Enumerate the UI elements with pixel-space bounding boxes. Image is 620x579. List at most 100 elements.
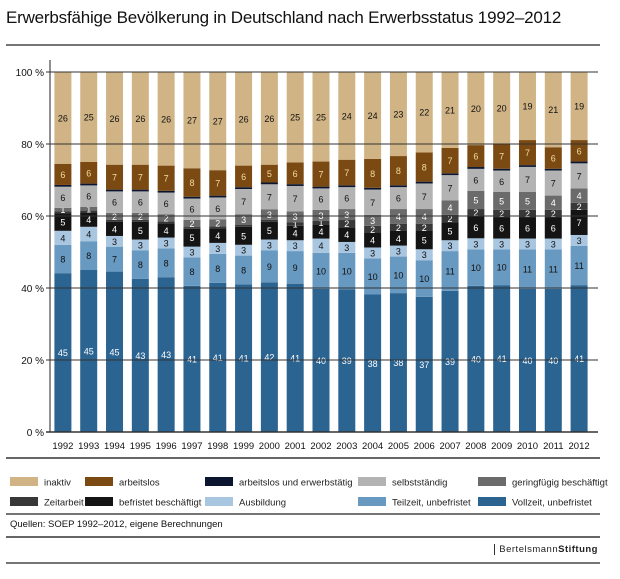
data-label: 8 bbox=[189, 267, 194, 277]
data-label: 8 bbox=[422, 163, 427, 173]
data-label: 8 bbox=[241, 266, 246, 276]
bar-segment bbox=[467, 190, 485, 210]
data-label: 2 bbox=[164, 213, 169, 223]
bar-segment bbox=[106, 72, 124, 165]
bar-segment bbox=[131, 239, 149, 251]
data-label: 6 bbox=[112, 198, 117, 208]
bar-segment bbox=[493, 168, 511, 171]
x-tick-label: 2012 bbox=[569, 441, 590, 452]
data-label: 7 bbox=[112, 255, 117, 265]
legend-swatch bbox=[85, 477, 113, 486]
data-label: 6 bbox=[189, 205, 194, 215]
data-label: 41 bbox=[187, 354, 197, 364]
data-label: 2 bbox=[422, 223, 427, 233]
bar-segment bbox=[157, 248, 175, 278]
bar-segment bbox=[235, 214, 253, 225]
bar-segment bbox=[157, 190, 175, 193]
bar-segment bbox=[131, 250, 149, 279]
bar-segment bbox=[338, 159, 356, 186]
bar-segment bbox=[493, 170, 511, 192]
data-label: 26 bbox=[264, 114, 274, 124]
bar-segment bbox=[183, 196, 201, 199]
bar-segment bbox=[131, 278, 149, 432]
data-label: 3 bbox=[164, 239, 169, 249]
bar-segment bbox=[518, 140, 536, 166]
data-label: 4 bbox=[344, 230, 349, 240]
bar-segment bbox=[209, 219, 227, 227]
data-label: 3 bbox=[267, 210, 272, 220]
data-label: 6 bbox=[86, 168, 91, 178]
data-label: 5 bbox=[267, 226, 272, 236]
bar-segment bbox=[260, 164, 278, 183]
bar-segment bbox=[338, 185, 356, 188]
bar-segment bbox=[544, 72, 562, 148]
x-tick-label: 1997 bbox=[181, 441, 202, 452]
bar-segment bbox=[235, 226, 253, 245]
bar-segment bbox=[54, 213, 72, 231]
data-label: 45 bbox=[58, 348, 68, 358]
data-label: 7 bbox=[241, 197, 246, 207]
data-label: 2 bbox=[112, 212, 117, 222]
data-label: 26 bbox=[135, 114, 145, 124]
brand-part1: Bertelsmann bbox=[499, 544, 559, 555]
bar-segment bbox=[54, 186, 72, 208]
data-label: 7 bbox=[318, 170, 323, 180]
bar-segment bbox=[441, 222, 459, 241]
data-label: 8 bbox=[60, 255, 65, 265]
bar-segment bbox=[157, 237, 175, 249]
data-label: 7 bbox=[525, 175, 530, 185]
bar-segment bbox=[312, 252, 330, 289]
data-label: 27 bbox=[213, 117, 223, 127]
data-label: 1 bbox=[318, 218, 323, 228]
data-label: 3 bbox=[293, 212, 298, 222]
data-label: 1 bbox=[293, 219, 298, 229]
bar-segment bbox=[389, 245, 407, 257]
data-label: 5 bbox=[138, 226, 143, 236]
bar-segment bbox=[209, 195, 227, 198]
bar-segment bbox=[518, 249, 536, 289]
brand-logo: BertelsmannStiftung bbox=[494, 544, 598, 555]
bar-segment bbox=[260, 72, 278, 165]
data-label: 11 bbox=[574, 261, 583, 271]
bar-segment bbox=[441, 251, 459, 291]
legend-swatch bbox=[85, 497, 113, 506]
data-label: 3 bbox=[525, 239, 530, 249]
data-label: 2 bbox=[551, 209, 556, 219]
data-label: 5 bbox=[241, 231, 246, 241]
bar-segment bbox=[260, 182, 278, 185]
source-note: Quellen: SOEP 1992–2012, eigene Berechnu… bbox=[10, 519, 223, 530]
bar-segment bbox=[80, 270, 98, 432]
y-tick-label: 100 % bbox=[16, 68, 44, 79]
bar-segment bbox=[467, 216, 485, 239]
bar-segment bbox=[389, 156, 407, 186]
data-label: 4 bbox=[60, 233, 65, 243]
data-label: 26 bbox=[239, 114, 249, 124]
bar-segment bbox=[183, 246, 201, 258]
data-label: 37 bbox=[419, 360, 429, 370]
bar-segment bbox=[570, 140, 588, 162]
legend-label: geringfügig beschäftigt bbox=[512, 478, 608, 489]
bar-segment bbox=[518, 209, 536, 218]
data-label: 39 bbox=[342, 356, 352, 366]
bar-segment bbox=[544, 195, 562, 210]
data-label: 10 bbox=[342, 267, 352, 277]
data-label: 43 bbox=[135, 351, 145, 361]
data-label: 3 bbox=[499, 239, 504, 249]
legend-label: arbeitslos und erwerbstätig bbox=[239, 478, 353, 489]
data-label: 41 bbox=[239, 354, 249, 364]
bar-segment bbox=[364, 258, 382, 295]
data-label: 7 bbox=[138, 173, 143, 183]
x-tick-label: 2002 bbox=[310, 441, 331, 452]
bar-segment bbox=[106, 235, 124, 247]
data-label: 8 bbox=[189, 178, 194, 188]
bar-segment bbox=[467, 285, 485, 432]
data-label: 5 bbox=[267, 169, 272, 179]
data-label: 2 bbox=[344, 219, 349, 229]
bar-segment bbox=[441, 72, 459, 148]
bar-segment bbox=[286, 185, 304, 212]
bar-segment bbox=[209, 242, 227, 254]
bar-segment bbox=[518, 72, 536, 141]
data-label: 10 bbox=[419, 274, 429, 284]
data-label: 3 bbox=[293, 241, 298, 251]
